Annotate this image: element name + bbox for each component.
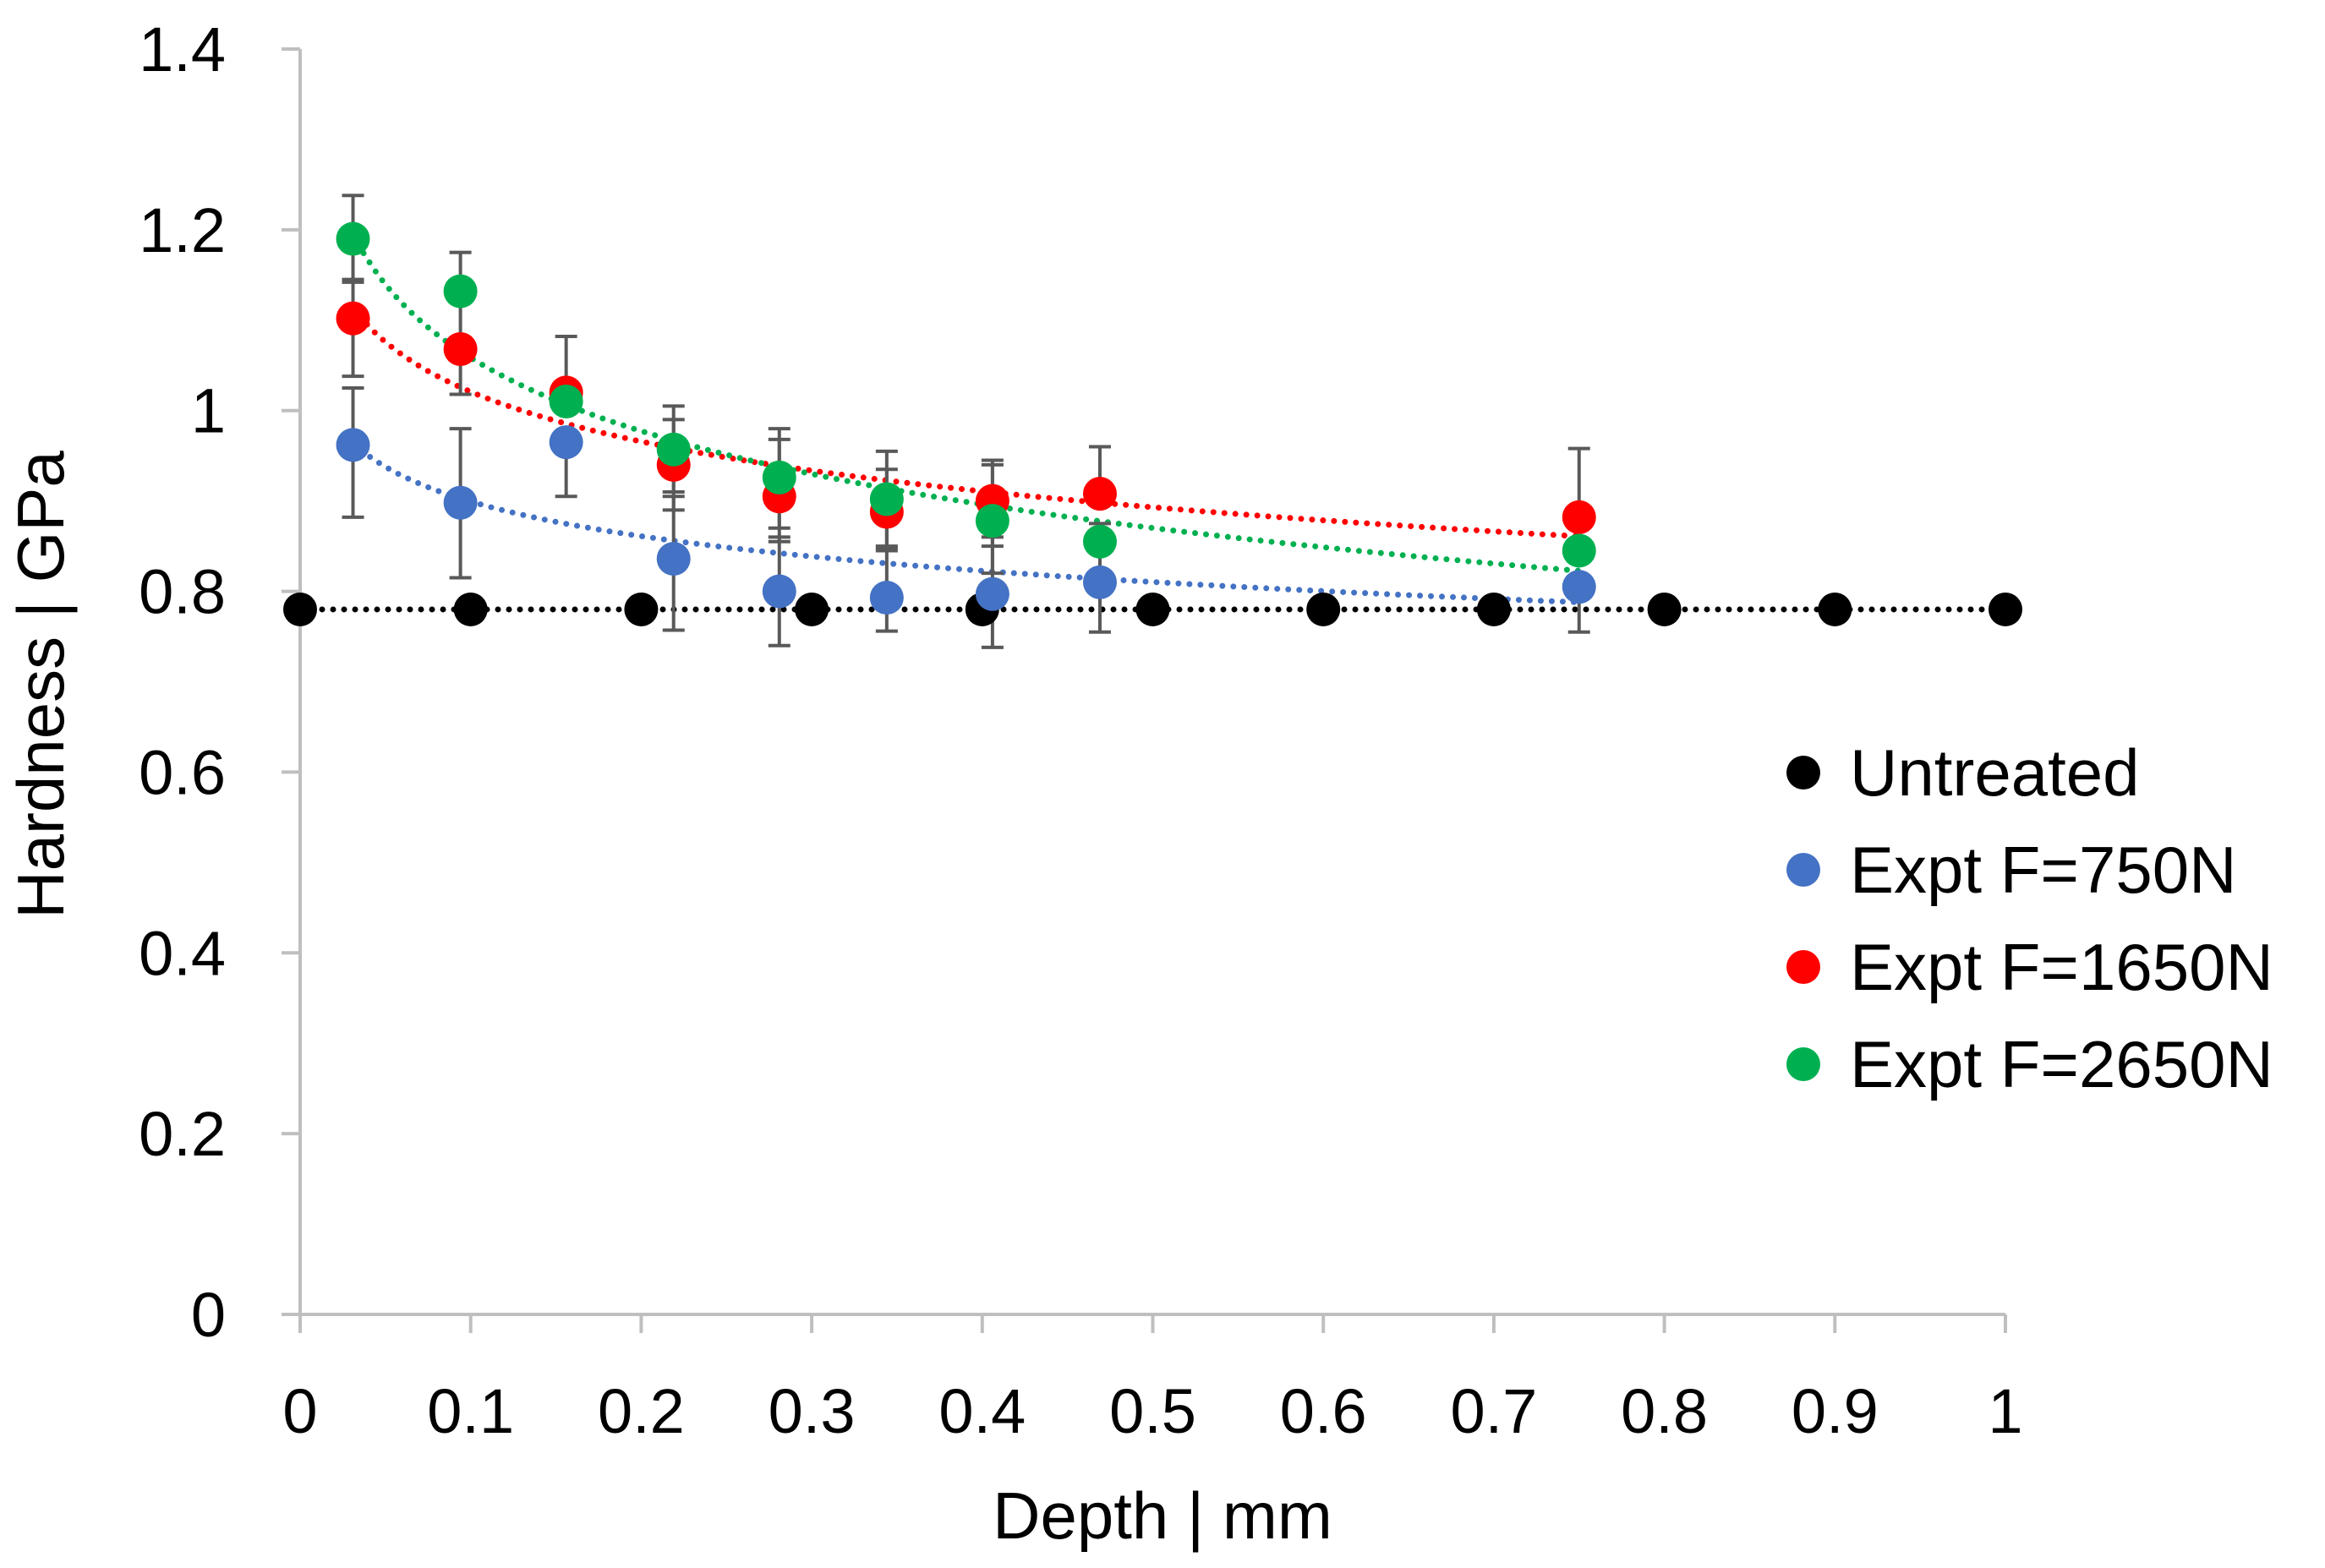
- legend-marker: [1786, 1047, 1820, 1081]
- y-tick-label: 1.4: [139, 14, 226, 85]
- x-tick-label: 0.6: [1280, 1376, 1367, 1446]
- trendline-series-3: [350, 231, 1583, 574]
- x-axis-title: Depth | mm: [993, 1478, 1332, 1553]
- trendlines: [297, 231, 2009, 613]
- x-tick-label: 0.1: [427, 1376, 514, 1446]
- data-point-series-0: [1989, 592, 2022, 626]
- data-point-series-0: [1818, 592, 1852, 626]
- data-point-series-0: [1135, 592, 1170, 626]
- data-point-series-0: [1476, 592, 1511, 626]
- y-tick-label: 1.2: [139, 195, 226, 265]
- data-point-series-0: [624, 592, 659, 626]
- y-tick-label: 1: [191, 376, 226, 446]
- y-axis-title: Hardness | GPa: [3, 451, 78, 919]
- data-point-series-1: [762, 574, 796, 609]
- axes: [282, 47, 2007, 1333]
- data-point-series-1: [656, 542, 691, 576]
- legend: Untreated Expt F=750N Expt F=1650N Expt F=2…: [1786, 735, 2273, 1101]
- x-tick-label: 1: [1988, 1376, 2022, 1446]
- data-point-series-3: [549, 385, 583, 419]
- y-tick-label: 0: [191, 1280, 226, 1350]
- legend-label: Expt F=1650N: [1850, 930, 2273, 1004]
- x-tick-label: 0.7: [1450, 1376, 1537, 1446]
- data-point-series-0: [283, 592, 317, 626]
- data-point-series-3: [443, 274, 478, 309]
- error-bars: [342, 194, 1590, 649]
- data-point-series-1: [443, 485, 478, 520]
- tick-labels: 0 0.2 0.4 0.6 0.8 1 1.2 1.4 0 0.1 0.2 0.3 0.4 0.5 0.6 0…: [139, 14, 2022, 1446]
- data-point-series-0: [453, 592, 488, 626]
- x-tick-label: 0.4: [938, 1376, 1026, 1446]
- y-tick-label: 0.6: [139, 737, 226, 807]
- y-tick-label: 0.8: [139, 557, 226, 627]
- data-point-series-3: [762, 460, 796, 494]
- x-tick-label: 0.9: [1792, 1376, 1879, 1446]
- data-point-series-2: [336, 301, 370, 336]
- data-point-series-3: [975, 504, 1009, 538]
- legend-marker: [1786, 950, 1820, 984]
- x-tick-label: 0.2: [598, 1376, 685, 1446]
- legend-label: Expt F=2650N: [1850, 1027, 2273, 1101]
- y-tick-label: 0.4: [139, 918, 226, 988]
- data-point-series-3: [1082, 524, 1117, 559]
- data-point-series-0: [1647, 592, 1682, 626]
- data-point-series-1: [549, 425, 583, 460]
- trendline-series-1: [350, 440, 1583, 605]
- x-tick-label: 0.8: [1621, 1376, 1708, 1446]
- x-tick-label: 0.3: [769, 1376, 856, 1446]
- data-point-series-0: [795, 592, 829, 626]
- data-point-series-3: [336, 221, 370, 256]
- data-point-series-2: [1082, 477, 1117, 511]
- data-point-series-1: [336, 428, 370, 462]
- legend-label: Untreated: [1850, 735, 2140, 810]
- data-point-series-3: [656, 432, 691, 467]
- data-point-series-1: [1082, 565, 1117, 599]
- data-point-series-2: [1562, 500, 1596, 534]
- data-point-series-0: [1306, 592, 1341, 626]
- data-point-series-3: [1562, 533, 1596, 568]
- data-point-series-3: [869, 482, 904, 516]
- legend-marker: [1786, 756, 1820, 789]
- y-tick-label: 0.2: [139, 1099, 226, 1169]
- data-point-series-2: [443, 332, 478, 367]
- x-tick-label: 0.5: [1109, 1376, 1196, 1446]
- x-tick-label: 0: [282, 1376, 317, 1446]
- legend-label: Expt F=750N: [1850, 833, 2236, 907]
- legend-marker: [1786, 853, 1820, 887]
- data-point-series-1: [1562, 570, 1596, 604]
- data-points: [283, 221, 2022, 626]
- data-point-series-1: [975, 576, 1009, 611]
- data-point-series-1: [869, 581, 904, 615]
